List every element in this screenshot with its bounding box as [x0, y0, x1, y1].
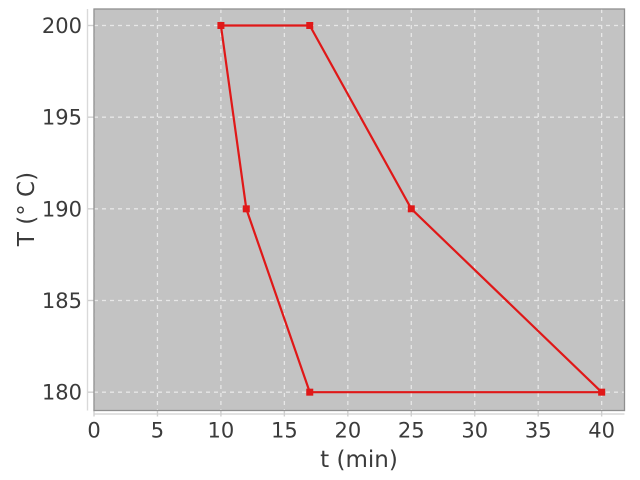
x-tick-label: 10: [208, 419, 235, 443]
x-tick-label: 30: [461, 419, 488, 443]
data-point-marker: [598, 388, 606, 396]
data-point-marker: [306, 22, 314, 29]
plot-border: [93, 8, 626, 412]
x-tick-label: 20: [334, 419, 361, 443]
y-tick-label: 200: [42, 14, 82, 38]
x-tick-label: 15: [271, 419, 298, 443]
plot-area: [94, 9, 625, 411]
data-point-marker: [217, 22, 225, 29]
x-tick-label: 40: [588, 419, 615, 443]
data-point-marker: [242, 205, 250, 213]
y-tick-label: 195: [42, 106, 82, 130]
data-point-marker: [407, 205, 415, 213]
data-point-marker: [306, 388, 314, 396]
y-tick-label: 190: [42, 197, 82, 221]
x-axis-label: t (min): [320, 447, 398, 473]
x-tick-label: 35: [525, 419, 552, 443]
y-tick-label: 180: [42, 381, 82, 405]
x-tick-label: 25: [398, 419, 425, 443]
x-tick-label: 0: [87, 419, 100, 443]
x-tick-label: 5: [151, 419, 164, 443]
y-axis-label: T (° C): [14, 171, 40, 247]
y-tick-label: 185: [42, 289, 82, 313]
